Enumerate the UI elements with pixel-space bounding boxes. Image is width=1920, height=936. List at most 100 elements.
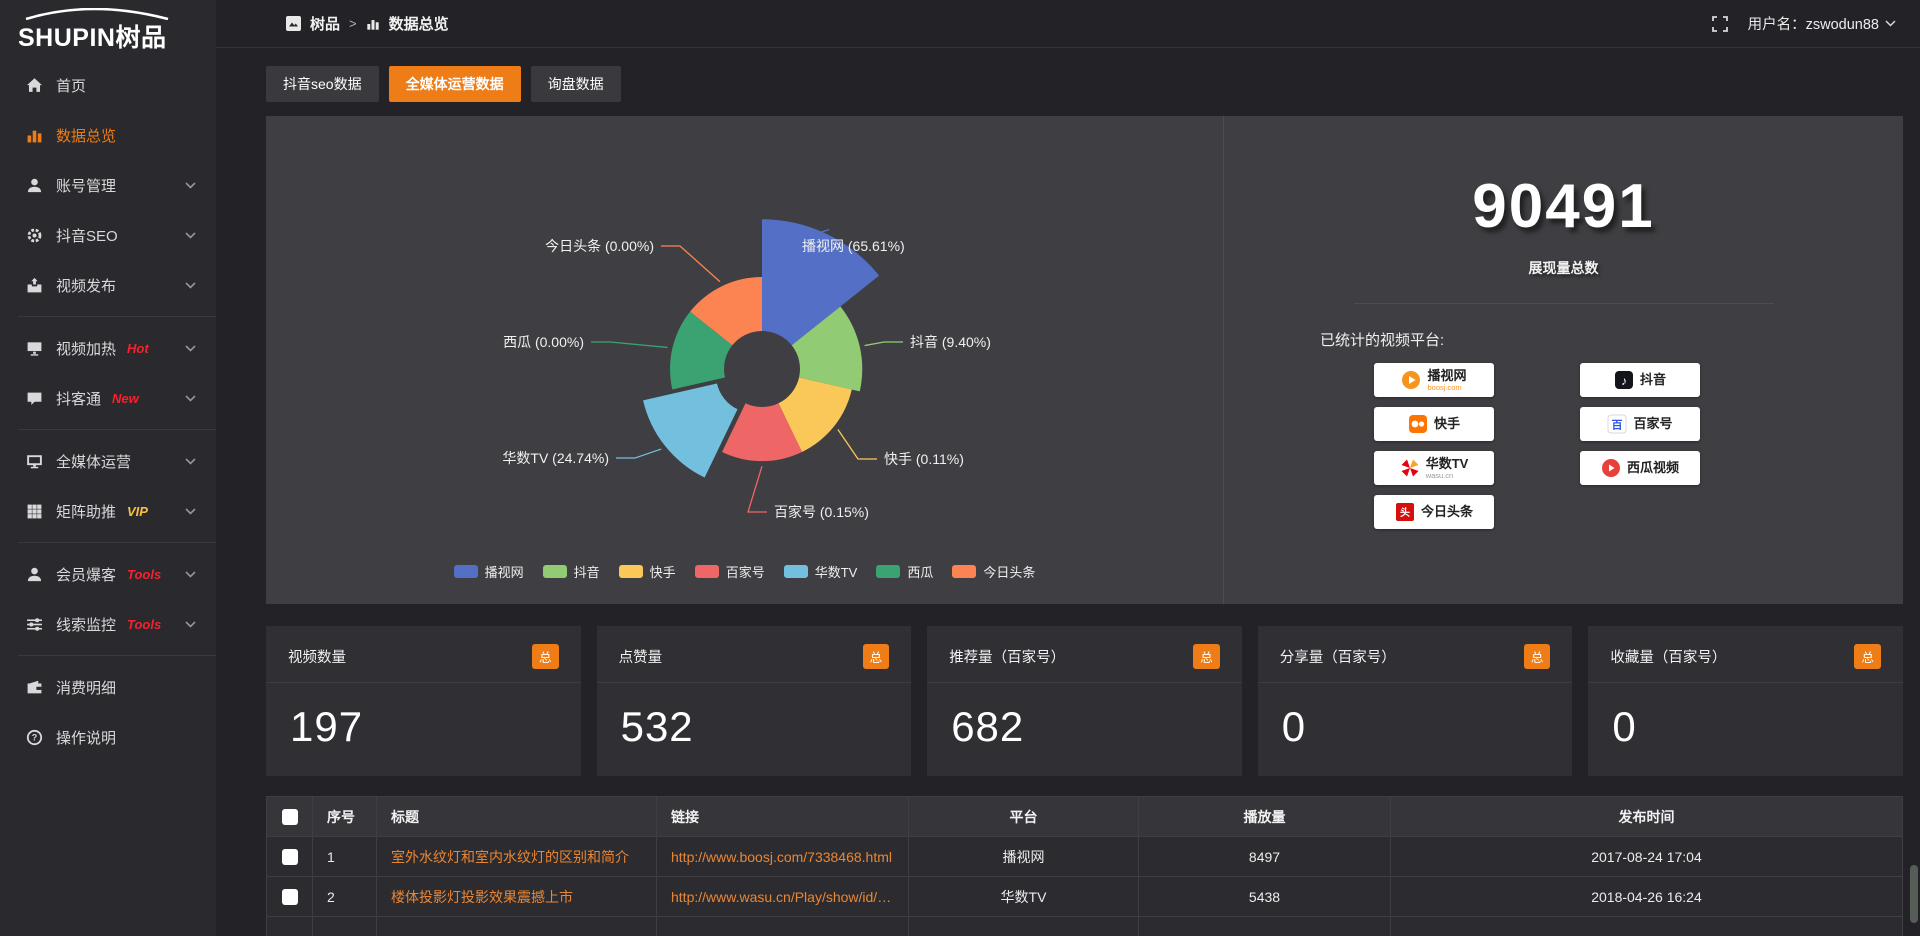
column-header-1: 序号	[312, 796, 377, 837]
username-label: 用户名：zswodun88	[1747, 17, 1879, 33]
pie-label-line	[747, 465, 767, 513]
platform-name: 快手	[1433, 416, 1460, 432]
cell-link[interactable]: http://www.wasu.cn/Play/show/id/952...	[656, 876, 909, 917]
legend-item-5[interactable]: 华数TV	[783, 562, 858, 581]
platforms-label: 已统计的视频平台:	[1320, 332, 1445, 349]
stat-card-2: 点赞量 总 532	[596, 626, 912, 776]
sidebar-item-label: 消费明细	[56, 679, 117, 697]
sidebar-item-6[interactable]: 视频加热 Hot	[0, 323, 216, 373]
total-badge: 总	[862, 644, 890, 669]
chat-icon	[26, 390, 43, 407]
app-logo[interactable]: SHUPIN树品	[0, 0, 216, 60]
breadcrumb: 树品 > 数据总览	[286, 13, 449, 34]
pie-slice-4[interactable]	[722, 403, 802, 462]
pie-slice-7[interactable]	[690, 277, 762, 346]
stat-card-title: 推荐量（百家号）	[949, 650, 1066, 666]
sidebar-item-9[interactable]: 矩阵助推 VIP	[0, 486, 216, 536]
sidebar-item-12[interactable]: 消费明细	[0, 662, 216, 712]
pie-slice-5[interactable]	[643, 383, 738, 478]
legend-item-2[interactable]: 抖音	[542, 562, 600, 581]
boosj-logo-icon	[1401, 370, 1421, 390]
sidebar-item-label: 视频加热	[56, 340, 117, 358]
total-badge: 总	[1523, 644, 1551, 669]
table-row-partial	[266, 916, 1903, 936]
sidebar-item-4[interactable]: 抖音SEO	[0, 210, 216, 260]
platform-logo-boosj: 播视网 boosj.com	[1374, 363, 1494, 397]
stat-card-head: 推荐量（百家号） 总	[927, 626, 1242, 683]
help-icon: ?	[26, 729, 43, 746]
breadcrumb-item-root[interactable]: 树品	[310, 16, 341, 33]
sidebar-item-label: 全媒体运营	[56, 453, 132, 471]
pie-slice-1[interactable]	[762, 219, 880, 346]
topbar-right: 用户名：zswodun88	[1711, 13, 1896, 34]
sidebar-item-1[interactable]: 首页	[0, 60, 216, 110]
sidebar: SHUPIN树品 首页 数据总览 账号管理 抖音SEO 视频发布视频加热 Hot 抖客通 Ne…	[0, 0, 216, 936]
pie-label: 抖音 (9.40%)	[910, 334, 991, 350]
sidebar-item-label: 视频发布	[56, 277, 117, 295]
legend-item-4[interactable]: 百家号	[694, 562, 765, 581]
pie-slice-6[interactable]	[670, 311, 733, 390]
sidebar-item-7[interactable]: 抖客通 New	[0, 373, 216, 423]
row-checkbox[interactable]	[281, 848, 298, 865]
sidebar-item-2[interactable]: 数据总览	[0, 110, 216, 160]
legend-item-6[interactable]: 西瓜	[876, 562, 933, 581]
cell-empty	[1390, 916, 1903, 936]
sidebar-badge: New	[112, 390, 139, 406]
select-all-checkbox[interactable]	[281, 808, 298, 825]
legend-item-1[interactable]: 播视网	[453, 562, 524, 581]
pie-slice-2[interactable]	[791, 306, 863, 392]
chevron-down-icon	[185, 394, 196, 402]
cell-platform: 华数TV	[908, 876, 1139, 917]
chevron-down-icon	[185, 181, 196, 189]
sidebar-item-13[interactable]: ? 操作说明	[0, 712, 216, 762]
filter-icon	[26, 616, 43, 633]
pie-slice-3[interactable]	[778, 377, 852, 452]
breadcrumb-item-current[interactable]: 数据总览	[388, 16, 449, 33]
legend-label: 华数TV	[814, 565, 858, 580]
scrollbar-thumb[interactable]	[1910, 865, 1918, 923]
platform-logo-texts: 今日头条	[1421, 505, 1473, 519]
cell-time: 2018-04-26 16:24	[1390, 876, 1903, 917]
gear-icon	[26, 227, 43, 244]
legend-item-7[interactable]: 今日头条	[952, 562, 1035, 581]
sidebar-item-5[interactable]: 视频发布	[0, 260, 216, 310]
stat-card-value: 682	[951, 703, 1025, 750]
table-row-2: 2 楼体投影灯投影效果震撼上市 http://www.wasu.cn/Play/sh…	[266, 876, 1903, 917]
cell-title[interactable]: 室外水纹灯和室内水纹灯的区别和简介	[376, 836, 657, 877]
column-header-4: 平台	[908, 796, 1139, 837]
cell-link[interactable]: http://www.boosj.com/7338468.html	[656, 836, 909, 877]
stat-card-title: 视频数量	[288, 650, 346, 666]
platform-logo-toutiao: 头今日头条	[1374, 495, 1494, 529]
sidebar-item-8[interactable]: 全媒体运营	[0, 436, 216, 486]
tab-3[interactable]: 询盘数据	[530, 66, 621, 102]
sidebar-divider	[18, 655, 216, 656]
pie-label: 快手 (0.11%)	[884, 451, 964, 467]
legend-item-3[interactable]: 快手	[618, 562, 676, 581]
total-impressions-value: 90491	[1472, 172, 1655, 241]
tab-2[interactable]: 全媒体运营数据	[388, 66, 521, 102]
member-icon	[26, 566, 43, 583]
logo-mark-icon	[286, 16, 301, 31]
platform-logo-column-2: ♪ 抖音百百家号 西瓜视频	[1580, 363, 1700, 529]
grid-icon	[26, 503, 43, 520]
sidebar-item-11[interactable]: 线索监控 Tools	[0, 599, 216, 649]
legend-label: 西瓜	[907, 565, 934, 580]
total-badge: 总	[1854, 644, 1881, 669]
legend-chip	[876, 565, 901, 578]
platform-logo-texts: 西瓜视频	[1627, 461, 1679, 475]
user-menu[interactable]: 用户名：zswodun88	[1748, 13, 1896, 34]
fullscreen-icon[interactable]	[1711, 15, 1728, 32]
sidebar-item-label: 线索监控	[56, 616, 117, 634]
chevron-down-icon	[185, 457, 196, 465]
sidebar-nav: 首页 数据总览 账号管理 抖音SEO 视频发布视频加热 Hot 抖客通 New 全媒体运营矩阵助…	[0, 60, 216, 762]
cell-title[interactable]: 楼体投影灯投影效果震撼上市	[376, 876, 657, 917]
tab-1[interactable]: 抖音seo数据	[266, 66, 379, 102]
sidebar-divider	[18, 542, 216, 543]
sidebar-item-10[interactable]: 会员爆客 Tools	[0, 549, 216, 599]
sidebar-item-3[interactable]: 账号管理	[0, 160, 216, 210]
cell-empty	[266, 916, 313, 936]
chevron-down-icon	[185, 231, 196, 239]
table-row-1: 1 室外水纹灯和室内水纹灯的区别和简介 http://www.boosj.com/7…	[266, 836, 1903, 877]
svg-text:头: 头	[1400, 506, 1410, 519]
row-checkbox[interactable]	[281, 888, 298, 905]
